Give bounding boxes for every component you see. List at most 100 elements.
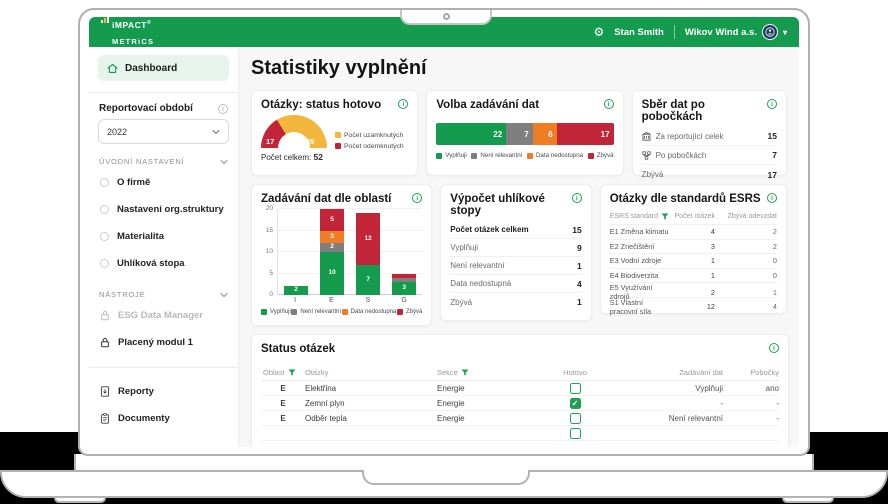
row-label: Počet otázek celkem: [450, 225, 529, 234]
settings-gear-icon[interactable]: ⚙: [593, 25, 605, 39]
sidebar-item-placeny-modul[interactable]: Placený modul 1: [98, 329, 229, 356]
esrs-standard: E2 Znečištění: [609, 241, 655, 251]
step-circle-icon: [100, 259, 109, 268]
esrs-remaining: 0: [772, 270, 777, 280]
step-circle-icon: [100, 178, 109, 187]
laptop-foot-left: [54, 496, 106, 503]
hotovo-checkbox[interactable]: [569, 427, 581, 439]
sidebar: Dashboard Reportovací období i 2022: [89, 47, 239, 447]
legend-chip-icon: [335, 132, 341, 138]
row-label: Za reportující celek: [655, 131, 724, 141]
filter-funnel-icon[interactable]: [661, 213, 669, 220]
chevron-down-icon: ▾: [782, 27, 787, 37]
card-zadavani-oblasti: Zadávání dat dle oblastí i 0 5 10 15 20 2 10 2…: [251, 184, 433, 326]
status-legend: Počet uzamknutých Počet odemknutých: [335, 115, 404, 162]
row-value: 1: [576, 260, 582, 271]
period-select[interactable]: 2022: [98, 119, 229, 144]
row-value: 15: [767, 131, 777, 141]
bar-segment-value: 2: [294, 286, 298, 294]
branches-row: Za reportující celek 15: [641, 127, 777, 146]
bar-segment-value: 6: [548, 129, 553, 139]
info-icon[interactable]: i: [767, 99, 777, 109]
sidebar-item-materialita[interactable]: Materialita: [98, 223, 229, 250]
choice-stacked-bar: 22 7 6 17: [436, 123, 614, 145]
sidebar-item-esg-data-manager[interactable]: ESG Data Manager: [98, 302, 229, 329]
esrs-row: E5 Využívání zdrojů 2 1: [609, 282, 777, 301]
stacked-bar: 3: [392, 273, 417, 295]
card-uhlikova-stopa: Výpočet uhlíkové stopy i Počet otázek ce…: [440, 184, 592, 321]
sidebar-item-reporty[interactable]: Reporty: [98, 378, 229, 405]
legend-chip-icon: [526, 152, 533, 159]
row-value: 9: [576, 242, 582, 253]
esrs-standard: S1 Vlastní pracovní síla: [609, 297, 652, 316]
row-value: 4: [576, 278, 582, 289]
sidebar-section-uvodni[interactable]: ÚVODNÍ NASTAVENÍ: [99, 157, 228, 166]
card-volba-zadavani: Volba zadávání dat i 22 7 6 17 Vyplňuji Není…: [426, 90, 624, 176]
bar-segment: 17: [556, 123, 614, 145]
user-name[interactable]: Stan Smith: [614, 26, 664, 38]
sidebar-item-dashboard[interactable]: Dashboard: [98, 55, 229, 81]
filter-funnel-icon[interactable]: [288, 369, 296, 376]
filter-funnel-icon[interactable]: [461, 369, 469, 376]
page-title: Statistiky vyplnění: [251, 57, 427, 79]
half-donut-chart: 17 35 Počet celkem: 52: [261, 115, 327, 162]
cell-sekce: Energie: [437, 383, 465, 393]
legend-label: Data nedostupna: [535, 152, 584, 159]
company-switcher[interactable]: Wikov Wind a.s. ▾: [685, 24, 787, 40]
sidebar-item-uhlikova-stopa[interactable]: Uhlíková stopa: [98, 250, 229, 277]
sidebar-item-o-firme[interactable]: O firmě: [98, 169, 229, 196]
info-icon[interactable]: i: [766, 193, 777, 203]
sidebar-item-documenty[interactable]: Documenty: [98, 405, 229, 432]
legend-label: Není relevantní: [300, 309, 342, 315]
row-value: 15: [572, 224, 582, 235]
legend-item: Vyplňuji: [436, 152, 467, 159]
laptop-base: [0, 470, 888, 498]
esrs-count: 2: [710, 287, 715, 297]
card-sber-dat: Sběr dat po pobočkách i Za reportující c…: [631, 90, 787, 180]
legend-chip-icon: [261, 309, 267, 315]
info-icon[interactable]: i: [769, 343, 779, 353]
x-tick-label: I: [294, 297, 297, 304]
info-icon[interactable]: i: [398, 99, 409, 109]
esrs-remaining: 2: [772, 241, 777, 251]
bar-segment: 7: [506, 123, 533, 145]
bar-segment: 2: [320, 243, 345, 252]
card-title: Volba zadávání dat: [436, 99, 540, 111]
esrs-remaining: 2: [772, 227, 777, 237]
info-icon[interactable]: i: [218, 103, 228, 114]
row-label: Není relevantní: [450, 261, 505, 270]
info-icon[interactable]: i: [412, 193, 423, 203]
step-circle-icon: [100, 205, 109, 214]
hotovo-checkbox[interactable]: [569, 412, 581, 424]
esrs-row: E1 Změna klimatu 4 2: [609, 224, 777, 239]
table-row: [261, 426, 779, 441]
bar-segment: [392, 273, 417, 278]
info-icon[interactable]: i: [603, 99, 614, 109]
chevron-down-icon: [212, 129, 220, 134]
x-tick-label: E: [329, 297, 334, 304]
card-title: Výpočet uhlíkové stopy: [450, 193, 545, 217]
cell-oblast: E: [280, 398, 286, 408]
y-tick-label: 20: [265, 205, 273, 212]
cell-otazka: Zemní plyn: [305, 398, 345, 408]
chevron-down-icon: [220, 159, 228, 164]
areas-yaxis: 0 5 10 15 20: [261, 205, 277, 298]
hotovo-checkbox[interactable]: [569, 382, 581, 394]
hotovo-checkbox[interactable]: ✓: [569, 397, 581, 409]
esrs-count: 12: [706, 302, 715, 311]
sidebar-section-nastroje[interactable]: NÁSTROJE: [99, 290, 228, 299]
areas-bars: 2 10 2 3 5 7 12 3: [278, 209, 422, 295]
y-tick-label: 10: [265, 248, 273, 255]
esrs-row: E3 Vodní zdroje 1 0: [609, 253, 777, 268]
info-icon[interactable]: i: [571, 193, 582, 203]
cell-zadavani: -: [720, 398, 723, 408]
sidebar-item-org-struktura[interactable]: Nastavení org.struktury: [98, 196, 229, 223]
lock-icon: [101, 310, 109, 321]
areas-legend: Vyplňuji Není relevantní Data nedostupna Zb…: [261, 309, 422, 315]
card-title: Status otázek: [261, 343, 336, 355]
esrs-table: ESRS standard Počet otázek Zbývá odevzda…: [609, 213, 777, 316]
table-row: E Elektřina Energie Vyplňuji ano: [261, 381, 779, 396]
cell-otazka: Odběr tepla: [305, 413, 347, 423]
